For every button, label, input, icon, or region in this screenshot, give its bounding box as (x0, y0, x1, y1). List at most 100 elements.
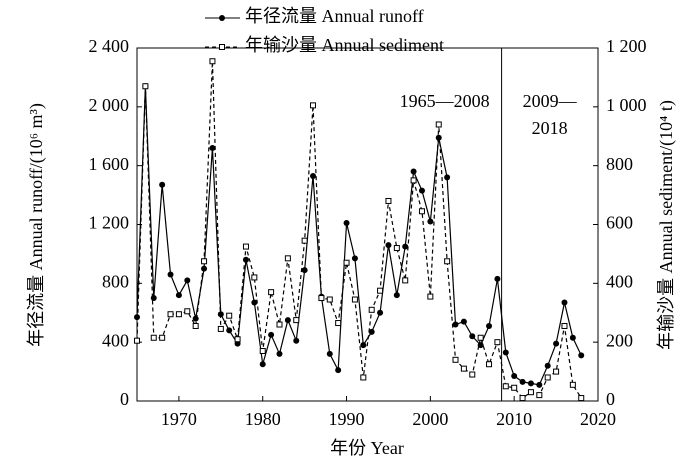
sediment-marker (142, 83, 149, 90)
sediment-marker (201, 258, 208, 265)
sediment-marker (326, 296, 333, 303)
runoff-marker (326, 350, 333, 357)
sediment-marker (502, 383, 509, 390)
y-tick-label: 1 200 (89, 213, 130, 233)
runoff-marker (569, 334, 576, 341)
runoff-marker (301, 267, 308, 274)
sediment-marker (427, 293, 434, 300)
sediment-marker (259, 347, 266, 354)
sediment-marker (527, 389, 534, 396)
runoff-marker (310, 172, 317, 179)
runoff-marker (536, 381, 543, 388)
sediment-marker (310, 102, 317, 109)
runoff-marker (259, 361, 266, 368)
sediment-marker (167, 311, 174, 318)
y2-axis-label: 年输沙量 Annual sediment/(10⁴ t) (656, 100, 677, 350)
runoff-marker (393, 292, 400, 299)
runoff-marker (242, 256, 249, 263)
x-tick-label: 2020 (580, 409, 616, 429)
y-axis-label: 年径流量 Annual runoff/(10⁶ m³) (26, 103, 47, 347)
sediment-marker (284, 255, 291, 262)
runoff-marker (519, 378, 526, 385)
y-tick-label: 800 (102, 271, 129, 291)
runoff-marker (527, 380, 534, 387)
sediment-marker (159, 334, 166, 341)
sediment-marker (469, 371, 476, 378)
series-line (136, 86, 582, 386)
runoff-marker (159, 181, 166, 188)
runoff-marker (460, 318, 467, 325)
sediment-marker (452, 356, 459, 363)
x-axis-label: 年份 Year (330, 438, 404, 458)
runoff-marker (444, 174, 451, 181)
runoff-marker (293, 337, 300, 344)
sediment-marker (544, 374, 551, 381)
x-tick-label: 2000 (412, 409, 448, 429)
sediment-marker (519, 395, 526, 402)
sediment-marker (234, 336, 241, 343)
period-label: 2009— (523, 91, 578, 111)
sediment-marker (569, 381, 576, 388)
x-tick-label: 2010 (496, 409, 532, 429)
runoff-marker (175, 292, 182, 299)
runoff-marker (502, 349, 509, 356)
runoff-marker (251, 299, 258, 306)
x-tick-label: 1980 (245, 409, 281, 429)
sediment-marker (418, 208, 425, 215)
runoff-marker (427, 218, 434, 225)
x-tick-label: 1990 (329, 409, 365, 429)
runoff-marker (167, 271, 174, 278)
y2-tick-label: 600 (606, 213, 633, 233)
runoff-marker (410, 168, 417, 175)
sediment-marker (268, 289, 275, 296)
sediment-marker (318, 295, 325, 302)
sediment-marker (435, 121, 442, 128)
runoff-marker (226, 327, 233, 334)
runoff-marker (402, 243, 409, 250)
x-tick-label: 1970 (161, 409, 197, 429)
runoff-marker (276, 350, 283, 357)
runoff-marker (184, 277, 191, 284)
sediment-marker (175, 311, 182, 318)
y2-tick-label: 1 000 (606, 95, 647, 115)
sediment-marker (360, 374, 367, 381)
runoff-marker (209, 145, 216, 152)
runoff-marker (553, 340, 560, 347)
y-tick-label: 2 400 (89, 36, 130, 56)
sediment-marker (335, 320, 342, 327)
sediment-marker (385, 197, 392, 204)
y2-tick-label: 800 (606, 154, 633, 174)
sediment-marker (460, 365, 467, 372)
runoff-marker (150, 295, 157, 302)
runoff-marker (192, 315, 199, 322)
y2-tick-label: 200 (606, 330, 633, 350)
runoff-marker (377, 309, 384, 316)
runoff-marker (544, 362, 551, 369)
y-tick-label: 400 (102, 330, 129, 350)
period-label: 2018 (532, 118, 568, 138)
sediment-marker (553, 368, 560, 375)
legend-marker (219, 44, 225, 50)
series-line (136, 61, 582, 399)
sediment-marker (293, 317, 300, 324)
sediment-marker (377, 287, 384, 294)
sediment-marker (192, 322, 199, 329)
sediment-marker (486, 361, 493, 368)
runoff-marker (343, 220, 350, 227)
runoff-marker (578, 352, 585, 359)
y-tick-label: 1 600 (89, 154, 130, 174)
runoff-marker (435, 134, 442, 141)
runoff-marker (385, 242, 392, 249)
sediment-marker (134, 337, 140, 344)
y-tick-label: 0 (120, 389, 129, 409)
runoff-marker (469, 333, 476, 340)
sediment-marker (150, 334, 157, 341)
runoff-marker (418, 187, 425, 194)
sediment-marker (410, 177, 417, 184)
y2-tick-label: 400 (606, 271, 633, 291)
sediment-marker (226, 312, 233, 319)
runoff-marker (511, 372, 518, 379)
sediment-marker (444, 258, 451, 265)
runoff-marker (335, 367, 342, 374)
sediment-marker (343, 259, 350, 266)
